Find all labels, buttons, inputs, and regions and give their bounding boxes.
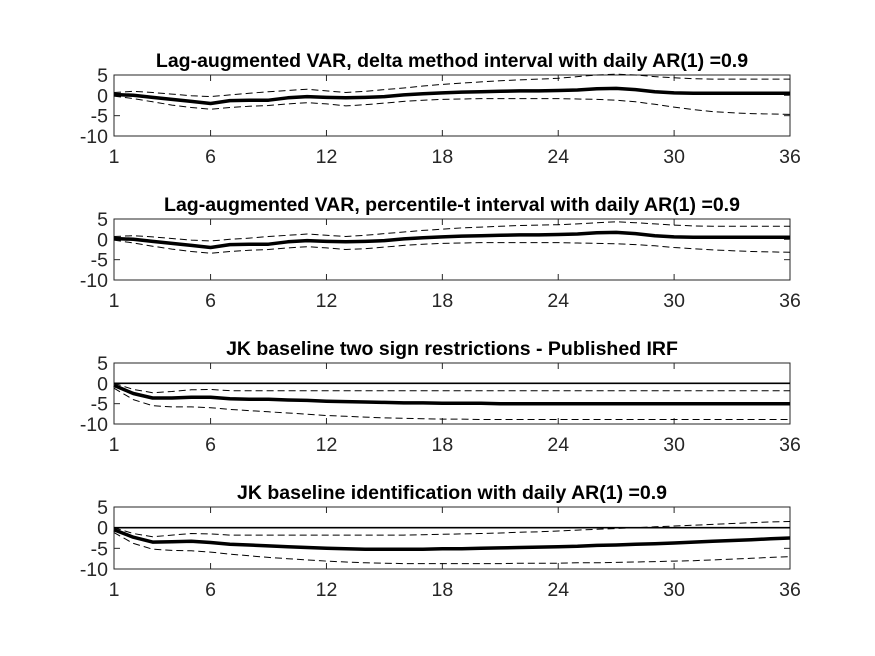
plot-area — [113, 506, 791, 570]
x-tick-label: 1 — [109, 290, 120, 312]
y-tick-label: 5 — [97, 497, 108, 519]
x-tick-label: 12 — [316, 434, 338, 456]
series-line-estimate — [113, 230, 790, 250]
series-line-upper — [113, 382, 790, 394]
x-tick-label: 36 — [779, 290, 801, 312]
x-tick-label: 24 — [547, 579, 569, 601]
series-line-lower — [113, 532, 791, 565]
y-tick-label: 5 — [97, 353, 108, 375]
x-tick-label: 18 — [431, 146, 453, 168]
x-tick-label: 36 — [779, 146, 801, 168]
x-tick-label: 30 — [663, 434, 685, 456]
chart-title: JK baseline two sign restrictions - Publ… — [226, 338, 678, 360]
y-tick-label: 0 — [97, 518, 108, 540]
x-tick-label: 6 — [205, 146, 216, 168]
x-tick-label: 30 — [663, 146, 685, 168]
x-tick-label: 6 — [205, 290, 216, 312]
y-tick-label: -10 — [80, 126, 108, 148]
x-tick-label: 1 — [109, 579, 120, 601]
x-tick-label: 18 — [431, 434, 453, 456]
series-line-upper — [113, 521, 791, 538]
x-tick-label: 24 — [547, 290, 569, 312]
series-line-lower — [113, 387, 790, 420]
chart-title: Lag-augmented VAR, percentile-t interval… — [164, 194, 740, 216]
x-tick-label: 6 — [205, 579, 216, 601]
plot-area — [113, 218, 791, 281]
series-line-upper — [113, 221, 790, 242]
x-tick-label: 24 — [547, 146, 569, 168]
x-tick-label: 36 — [779, 434, 801, 456]
series-line-estimate — [113, 383, 790, 406]
x-tick-label: 12 — [316, 290, 338, 312]
y-tick-label: -5 — [91, 250, 108, 272]
series-line-lower — [113, 239, 791, 254]
chart-title: Lag-augmented VAR, delta method interval… — [156, 50, 748, 72]
x-tick-label: 18 — [431, 579, 453, 601]
y-tick-label: -5 — [91, 106, 108, 128]
y-tick-label: 5 — [97, 65, 108, 87]
chart-panel-4: JK baseline identification with daily AR… — [80, 482, 801, 601]
y-tick-label: 0 — [97, 373, 108, 395]
x-tick-label: 18 — [431, 290, 453, 312]
y-tick-label: -10 — [80, 270, 108, 292]
chart-panel-2: Lag-augmented VAR, percentile-t interval… — [80, 194, 801, 312]
x-tick-label: 12 — [316, 146, 338, 168]
x-tick-label: 30 — [663, 290, 685, 312]
x-tick-label: 12 — [316, 579, 338, 601]
series-line-lower — [113, 95, 791, 115]
x-tick-label: 30 — [663, 579, 685, 601]
y-tick-label: -10 — [80, 559, 108, 581]
y-tick-label: 0 — [97, 229, 108, 251]
chart-title: JK baseline identification with daily AR… — [237, 482, 667, 504]
y-tick-label: -5 — [91, 538, 108, 560]
chart-panel-3: JK baseline two sign restrictions - Publ… — [80, 338, 801, 456]
x-tick-label: 24 — [547, 434, 569, 456]
y-tick-label: 5 — [97, 209, 108, 231]
series-line-estimate — [113, 86, 790, 106]
plot-area — [113, 362, 791, 425]
series-line-estimate — [113, 528, 791, 551]
y-tick-label: 0 — [97, 85, 108, 107]
x-tick-label: 1 — [109, 146, 120, 168]
series-line-upper — [113, 73, 790, 98]
x-tick-label: 6 — [205, 434, 216, 456]
y-tick-label: -10 — [80, 414, 108, 436]
plot-area — [113, 74, 791, 137]
chart-panel-1: Lag-augmented VAR, delta method interval… — [80, 50, 801, 168]
y-tick-label: -5 — [91, 394, 108, 416]
x-tick-label: 36 — [779, 579, 801, 601]
x-tick-label: 1 — [109, 434, 120, 456]
